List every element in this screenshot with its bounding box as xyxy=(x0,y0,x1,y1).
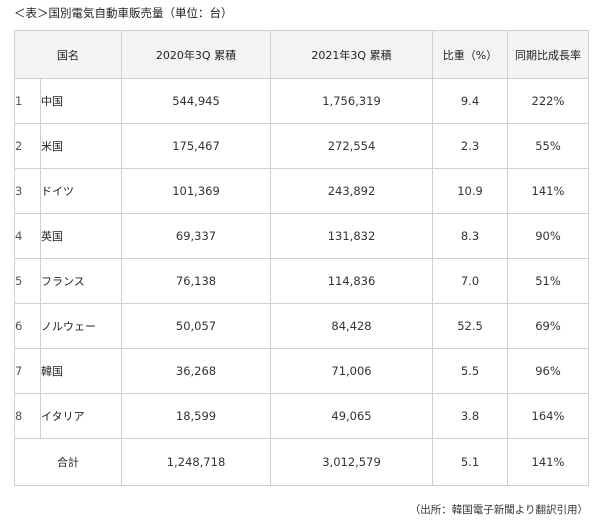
total-share: 5.1 xyxy=(432,438,508,486)
row-country: ノルウェー xyxy=(40,303,122,349)
table-row: 5 フランス 76,138 114,836 7.0 51% xyxy=(14,258,589,304)
row-share: 52.5 xyxy=(432,303,508,349)
row-rank: 4 xyxy=(14,213,41,259)
row-share: 5.5 xyxy=(432,348,508,394)
header-share: 比重（%） xyxy=(432,30,508,79)
row-growth: 141% xyxy=(507,168,589,214)
row-rank: 6 xyxy=(14,303,41,349)
table-row: 3 ドイツ 101,369 243,892 10.9 141% xyxy=(14,168,589,214)
row-sales-2020: 50,057 xyxy=(121,303,271,349)
table-row: 4 英国 69,337 131,832 8.3 90% xyxy=(14,213,589,259)
row-country: イタリア xyxy=(40,393,122,439)
row-growth: 69% xyxy=(507,303,589,349)
row-rank: 3 xyxy=(14,168,41,214)
row-growth: 96% xyxy=(507,348,589,394)
table-row: 7 韓国 36,268 71,006 5.5 96% xyxy=(14,348,589,394)
row-rank: 1 xyxy=(14,78,41,124)
ev-sales-table: 国名 2020年3Q 累積 2021年3Q 累積 比重（%） 同期比成長率 1 … xyxy=(14,30,589,486)
header-country: 国名 xyxy=(14,30,122,79)
row-sales-2020: 36,268 xyxy=(121,348,271,394)
row-share: 10.9 xyxy=(432,168,508,214)
row-sales-2020: 175,467 xyxy=(121,123,271,169)
row-growth: 51% xyxy=(507,258,589,304)
row-sales-2021: 71,006 xyxy=(270,348,433,394)
row-growth: 90% xyxy=(507,213,589,259)
row-sales-2020: 18,599 xyxy=(121,393,271,439)
table-row: 8 イタリア 18,599 49,065 3.8 164% xyxy=(14,393,589,439)
source-note: （出所：韓国電子新聞より翻訳引用） xyxy=(409,504,588,516)
row-share: 7.0 xyxy=(432,258,508,304)
row-share: 3.8 xyxy=(432,393,508,439)
header-sales-2020: 2020年3Q 累積 xyxy=(121,30,271,79)
row-country: フランス xyxy=(40,258,122,304)
table-total-row: 合計 1,248,718 3,012,579 5.1 141% xyxy=(14,438,589,486)
row-sales-2020: 544,945 xyxy=(121,78,271,124)
row-country: 英国 xyxy=(40,213,122,259)
total-label: 合計 xyxy=(14,438,122,486)
row-sales-2021: 243,892 xyxy=(270,168,433,214)
row-rank: 2 xyxy=(14,123,41,169)
total-sales-2021: 3,012,579 xyxy=(270,438,433,486)
row-share: 8.3 xyxy=(432,213,508,259)
row-country: ドイツ xyxy=(40,168,122,214)
row-growth: 55% xyxy=(507,123,589,169)
row-sales-2021: 272,554 xyxy=(270,123,433,169)
row-country: 韓国 xyxy=(40,348,122,394)
row-country: 中国 xyxy=(40,78,122,124)
total-growth: 141% xyxy=(507,438,589,486)
row-sales-2021: 131,832 xyxy=(270,213,433,259)
header-sales-2021: 2021年3Q 累積 xyxy=(270,30,433,79)
row-sales-2021: 114,836 xyxy=(270,258,433,304)
row-rank: 8 xyxy=(14,393,41,439)
row-country: 米国 xyxy=(40,123,122,169)
row-sales-2020: 101,369 xyxy=(121,168,271,214)
table-header-row: 国名 2020年3Q 累積 2021年3Q 累積 比重（%） 同期比成長率 xyxy=(14,30,589,79)
row-sales-2021: 49,065 xyxy=(270,393,433,439)
row-growth: 164% xyxy=(507,393,589,439)
row-sales-2020: 69,337 xyxy=(121,213,271,259)
row-share: 9.4 xyxy=(432,78,508,124)
table-row: 1 中国 544,945 1,756,319 9.4 222% xyxy=(14,78,589,124)
row-growth: 222% xyxy=(507,78,589,124)
row-rank: 7 xyxy=(14,348,41,394)
table-caption: ＜表＞国別電気自動車販売量（単位：台） xyxy=(14,6,233,20)
row-rank: 5 xyxy=(14,258,41,304)
table-row: 6 ノルウェー 50,057 84,428 52.5 69% xyxy=(14,303,589,349)
row-share: 2.3 xyxy=(432,123,508,169)
table-row: 2 米国 175,467 272,554 2.3 55% xyxy=(14,123,589,169)
row-sales-2021: 1,756,319 xyxy=(270,78,433,124)
row-sales-2021: 84,428 xyxy=(270,303,433,349)
header-growth: 同期比成長率 xyxy=(507,30,589,79)
total-sales-2020: 1,248,718 xyxy=(121,438,271,486)
row-sales-2020: 76,138 xyxy=(121,258,271,304)
